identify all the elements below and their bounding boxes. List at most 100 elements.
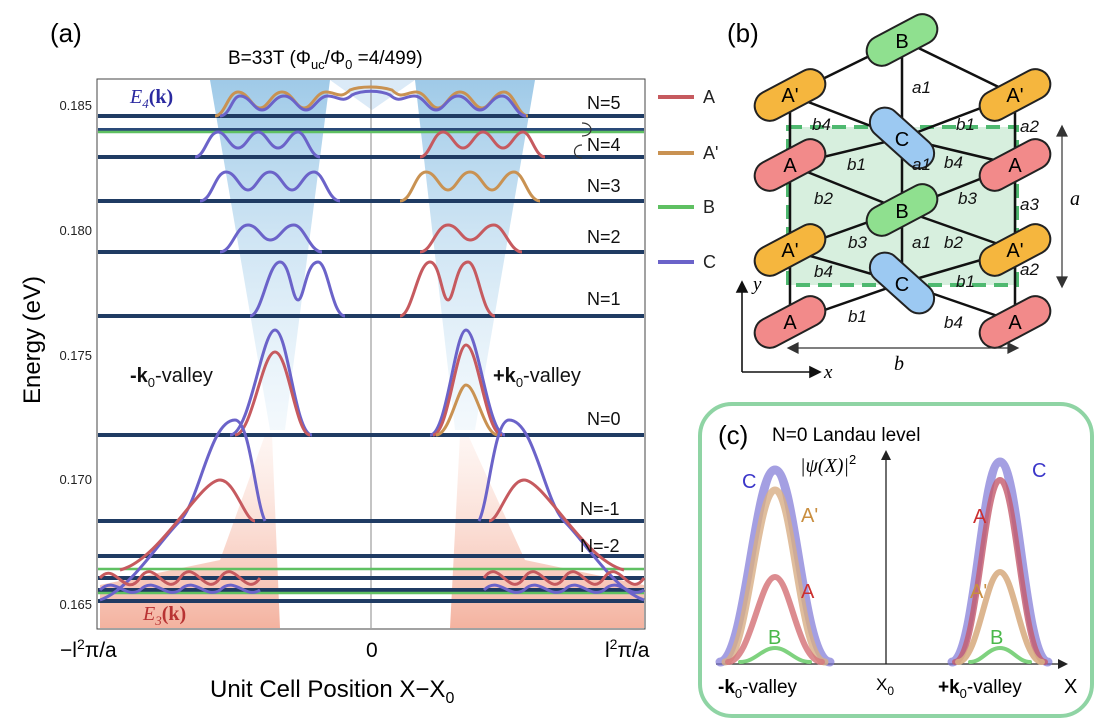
curve-nm1-right-a (488, 478, 625, 572)
bond-label: a2 (1020, 117, 1039, 136)
legend: A A' B C (658, 87, 718, 272)
bond-label: b2 (944, 233, 963, 252)
curve-nm1-left (99, 418, 267, 602)
peak-label-b: B (768, 627, 781, 649)
y-axis-label: Energy (eV) (19, 276, 46, 404)
atom-label: A (783, 312, 797, 334)
atom-label: C (895, 129, 909, 151)
curve-nm2-left-c (98, 583, 261, 594)
bond-label: b1 (956, 272, 975, 291)
dim-b-arrow-left (786, 342, 799, 354)
panel-c-label: (c) (718, 420, 748, 450)
bond-label: b4 (944, 153, 963, 172)
atom-label: A (783, 155, 797, 177)
atom-ap-right (978, 68, 1052, 122)
x-arrowhead (809, 365, 822, 379)
bond-label: b2 (814, 189, 833, 208)
atom-c-upper (868, 106, 936, 170)
band-cone-upper-right (415, 80, 535, 430)
curve-ap-right-n0 (435, 383, 499, 437)
curve-n3-right (399, 170, 541, 203)
curve-c-right-n0 (429, 328, 506, 437)
bond-label: b4 (812, 115, 831, 134)
bond-label: b1 (847, 155, 866, 174)
bond-label: a3 (1020, 195, 1039, 214)
peak-labels-right: C A A' B (970, 460, 1046, 649)
bond-label: a1 (912, 155, 931, 174)
peak-c-left (715, 465, 835, 667)
bond-label: a1 (912, 78, 931, 97)
atom-ap-left-lower (753, 223, 827, 277)
peak-a-left (725, 573, 825, 665)
y-tick-label: 0.185 (59, 98, 92, 113)
atom-label: A' (1006, 85, 1023, 107)
peak-ap-left (721, 486, 829, 666)
axis-y-label: y (751, 274, 762, 295)
curve-n3-left (199, 170, 341, 203)
peak-labels-left: C A' A B (742, 471, 818, 649)
axis-x-label: x (823, 362, 833, 383)
bond-label: b4 (814, 262, 833, 281)
panel-a-title: B=33T (Φuc/Φ0 =4/499) (228, 48, 423, 72)
atom-label: B (895, 31, 908, 53)
landau-lines (98, 114, 644, 603)
peak-label-a: A (801, 581, 815, 603)
panel-c-y-arrow (881, 450, 891, 460)
bond-label: b1 (956, 115, 975, 134)
panel-c-frame (698, 402, 1094, 718)
peaks-right (947, 457, 1053, 667)
curve-nm1-left-a (119, 478, 256, 572)
peak-label-b: B (990, 627, 1003, 649)
panel-c: (c) N=0 Landau level |ψ(X)|2 C A' A (698, 402, 1094, 718)
y-tick-label: 0.175 (59, 348, 92, 363)
peak-label-a: A (973, 506, 987, 528)
legend-label: B (703, 197, 715, 217)
curve-n1-right (399, 260, 496, 318)
valley-label-right: +k0-valley (493, 365, 581, 390)
peak-b-left (738, 645, 812, 664)
level-label: N=1 (587, 289, 621, 309)
atom-a-right-upper (978, 138, 1052, 192)
curve-n4-left (194, 130, 321, 159)
atom-label: A (1008, 312, 1022, 334)
dim-a-arrow-bottom (1056, 276, 1068, 289)
bond-label: a2 (1020, 260, 1039, 279)
peaks-left (715, 465, 835, 667)
atom-label: C (895, 274, 909, 296)
curve-nm2-right-c (482, 583, 645, 594)
peak-ap-right (955, 568, 1045, 665)
level-label: N=5 (587, 93, 621, 113)
peak-a-right (952, 476, 1048, 665)
y-tick-label: 0.165 (59, 597, 92, 612)
level-bracket (573, 144, 583, 159)
lattice-diagram: B A' A' C A A B (735, 13, 1080, 383)
legend-label: A' (703, 143, 718, 163)
bond-label: b3 (958, 189, 977, 208)
curve-c-left-n0 (229, 328, 313, 437)
panel-b-label: (b) (727, 18, 759, 48)
y-tick-label: 0.170 (59, 472, 92, 487)
band-label-e4: E4(k) (129, 86, 173, 111)
panel-c-valley-left: -k0-valley (718, 677, 798, 701)
level-label: N=4 (587, 135, 621, 155)
atom-label: A (1008, 155, 1022, 177)
band-cone-center (330, 80, 415, 110)
atom-ap-left (753, 68, 827, 122)
atom-label: A' (1006, 240, 1023, 262)
level-labels: N=5 N=4 N=3 N=2 N=1 N=0 N=-1 N=-2 (580, 93, 621, 556)
panel-c-title: N=0 Landau level (772, 425, 920, 446)
dim-b-label: b (894, 353, 904, 375)
valley-label-left: -k0-valley (130, 365, 213, 390)
band-cone-upper-left (210, 80, 330, 430)
panel-c-x0: X0 (876, 675, 894, 698)
bond-labels: a1 b4 b1 a2 b1 a1 b4 b2 b3 a3 b3 a1 b2 b… (812, 78, 1039, 332)
curve-n2-left (219, 223, 323, 254)
atom-a-right-lower (978, 295, 1052, 349)
x-tick-left: −l2π/a (60, 636, 117, 662)
bond-label: b4 (944, 313, 963, 332)
level-label: N=-2 (580, 536, 620, 556)
y-arrowhead (735, 280, 749, 293)
x-tick-right: l2π/a (605, 636, 650, 662)
peak-label-c: C (1032, 460, 1046, 482)
